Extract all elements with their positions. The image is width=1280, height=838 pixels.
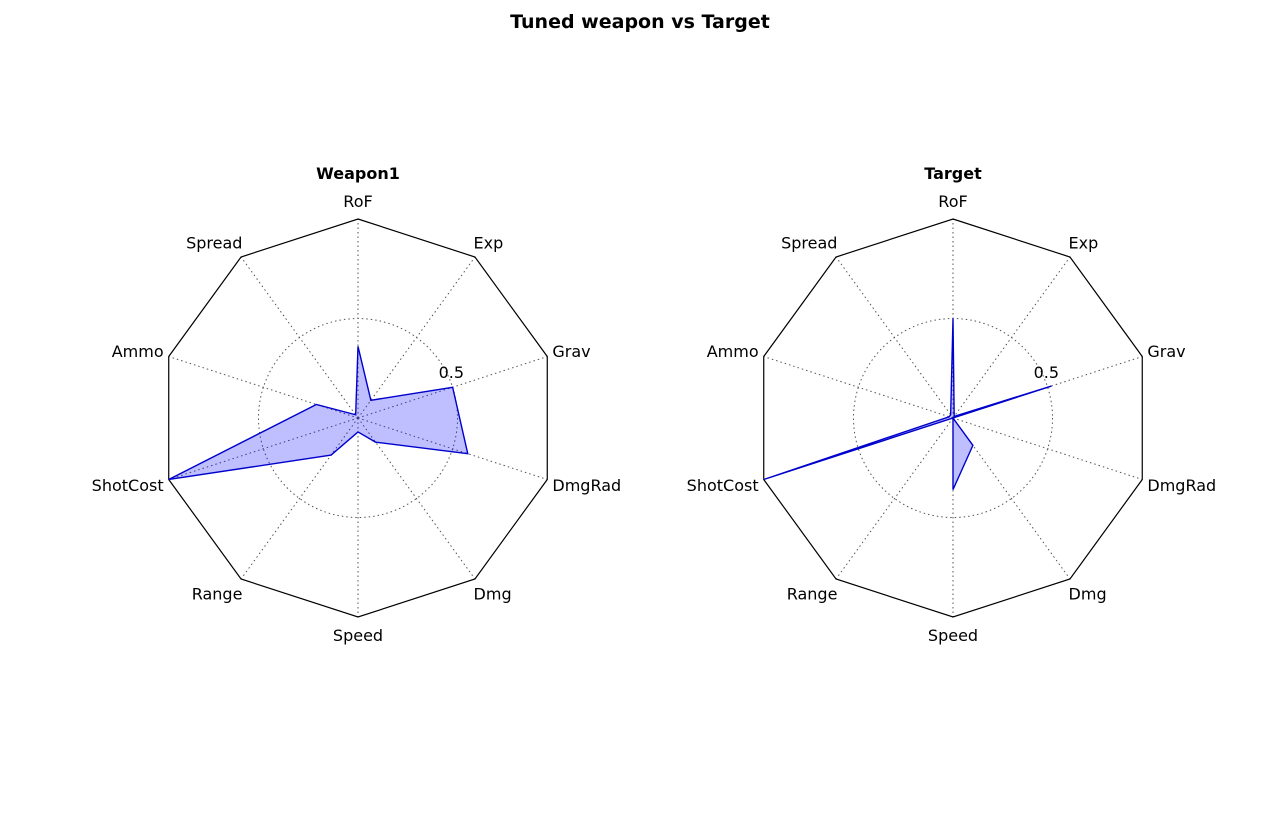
axis-label-dmgrad: DmgRad [552, 476, 621, 495]
subplot-title: Weapon1 [316, 164, 400, 183]
series-line [168, 346, 469, 481]
spoke-dmgrad [357, 417, 548, 480]
r-tick-label: 0.5 [1034, 363, 1059, 382]
spoke-dmg [357, 417, 476, 580]
spoke-range [240, 417, 359, 580]
axis-label-grav: Grav [1147, 342, 1185, 361]
axis-label-grav: Grav [552, 342, 590, 361]
radar-chart-target: Target 0.5 RoF Exp Grav DmgRad Dmg Speed Range Sh… [687, 164, 1216, 645]
axis-label-rof: RoF [938, 192, 967, 211]
axis-label-range: Range [192, 585, 243, 604]
axis-label-ammo: Ammo [112, 342, 164, 361]
subplot-title: Target [924, 164, 982, 183]
axis-label-exp: Exp [1069, 233, 1099, 252]
axis-label-spread: Spread [186, 233, 242, 252]
grid-ring [258, 318, 458, 518]
axis-label-exp: Exp [474, 233, 504, 252]
spoke-exp [357, 256, 476, 419]
axis-label-dmgrad: DmgRad [1147, 476, 1216, 495]
axis-label-shotcost: ShotCost [92, 476, 164, 495]
series-line [763, 318, 1052, 490]
axis-label-rof: RoF [343, 192, 372, 211]
axis-label-speed: Speed [928, 626, 978, 645]
r-tick-label: 0.5 [439, 363, 464, 382]
axis-label-spread: Spread [781, 233, 837, 252]
axis-label-dmg: Dmg [1069, 585, 1107, 604]
axis-label-range: Range [787, 585, 838, 604]
axis-label-dmg: Dmg [474, 585, 512, 604]
axis-label-ammo: Ammo [707, 342, 759, 361]
figure-title: Tuned weapon vs Target [510, 11, 770, 33]
spoke-dmg [952, 417, 1071, 580]
spoke-shotcost [168, 417, 359, 480]
axis-label-shotcost: ShotCost [687, 476, 759, 495]
spoke-exp [952, 256, 1071, 419]
spoke-dmgrad [952, 417, 1143, 480]
axis-label-speed: Speed [333, 626, 383, 645]
series-area [168, 346, 468, 480]
series-area [763, 318, 1052, 490]
radar-chart-weapon1: Weapon1 0.5 RoF Exp Grav DmgRad Dmg Speed Range S… [92, 164, 621, 645]
radar-frame [763, 218, 1143, 618]
spoke-range [835, 417, 954, 580]
radar-frame [168, 218, 548, 618]
